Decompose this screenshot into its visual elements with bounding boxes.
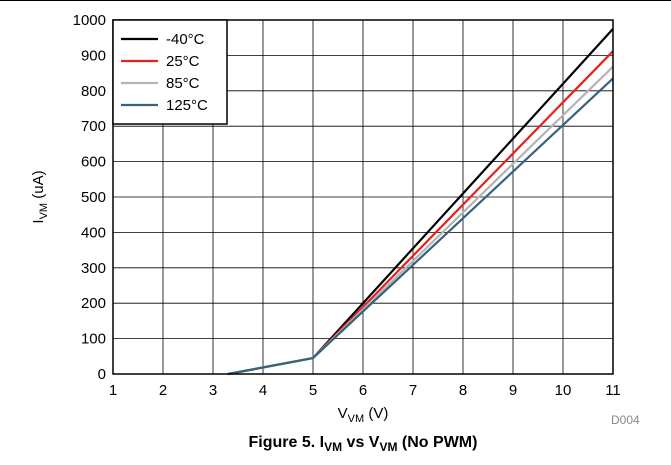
y-axis-label-unit: (uA) bbox=[30, 170, 47, 203]
y-tick-label: 100 bbox=[81, 331, 106, 348]
y-axis-label-main: I bbox=[30, 219, 47, 223]
legend-label: 125°C bbox=[166, 97, 208, 114]
y-tick-label: 500 bbox=[81, 189, 106, 206]
caption-suffix: (No PWM) bbox=[397, 434, 477, 451]
x-tick-label: 10 bbox=[555, 382, 572, 399]
x-tick-label: 4 bbox=[259, 382, 267, 399]
x-tick-label: 6 bbox=[359, 382, 367, 399]
y-tick-label: 1000 bbox=[73, 12, 106, 29]
caption-sub1: VM bbox=[324, 440, 342, 454]
legend-label: -40°C bbox=[166, 31, 205, 48]
x-tick-labels: 1 2 3 4 5 6 7 8 9 10 11 bbox=[109, 382, 621, 399]
x-axis-label-unit: (V) bbox=[364, 405, 388, 422]
x-axis-label: VVM (V) bbox=[338, 405, 389, 425]
annotation-d004: D004 bbox=[611, 413, 640, 427]
x-tick-label: 1 bbox=[109, 382, 117, 399]
x-tick-label: 9 bbox=[509, 382, 517, 399]
y-axis-label: IVM (uA) bbox=[30, 170, 50, 223]
y-tick-label: 300 bbox=[81, 260, 106, 277]
y-tick-labels: 0 100 200 300 400 500 600 700 800 900 1000 bbox=[73, 12, 106, 383]
figure-caption: Figure 5. IVM vs VVM (No PWM) bbox=[249, 434, 478, 454]
legend: -40°C 25°C 85°C 125°C bbox=[112, 19, 228, 125]
series-line bbox=[227, 28, 614, 376]
x-tick-label: 7 bbox=[409, 382, 417, 399]
y-tick-label: 600 bbox=[81, 154, 106, 171]
legend-label: 85°C bbox=[166, 75, 200, 92]
y-tick-label: 700 bbox=[81, 118, 106, 135]
y-tick-label: 200 bbox=[81, 295, 106, 312]
y-tick-label: 400 bbox=[81, 224, 106, 241]
y-tick-label: 900 bbox=[81, 47, 106, 64]
caption-sub2: VM bbox=[379, 440, 397, 454]
x-axis-label-sub: VM bbox=[348, 413, 365, 425]
x-tick-label: 8 bbox=[459, 382, 467, 399]
x-tick-label: 5 bbox=[309, 382, 317, 399]
top-rule bbox=[0, 0, 671, 1]
y-tick-label: 0 bbox=[98, 366, 106, 383]
legend-box bbox=[112, 19, 228, 125]
plot-frame bbox=[112, 19, 614, 375]
x-tick-label: 2 bbox=[159, 382, 167, 399]
x-tick-label: 3 bbox=[209, 382, 217, 399]
caption-prefix: Figure 5. I bbox=[249, 434, 325, 451]
legend-label: 25°C bbox=[166, 53, 200, 70]
x-tick-label: 11 bbox=[605, 382, 621, 399]
x-axis-label-main: V bbox=[338, 405, 348, 422]
y-axis-label-sub: VM bbox=[38, 203, 50, 220]
series-line bbox=[227, 77, 614, 376]
caption-mid: vs V bbox=[342, 434, 380, 451]
y-tick-label: 800 bbox=[81, 83, 106, 100]
series-line bbox=[227, 65, 614, 376]
series-lines bbox=[227, 28, 614, 376]
series-line bbox=[227, 50, 614, 376]
